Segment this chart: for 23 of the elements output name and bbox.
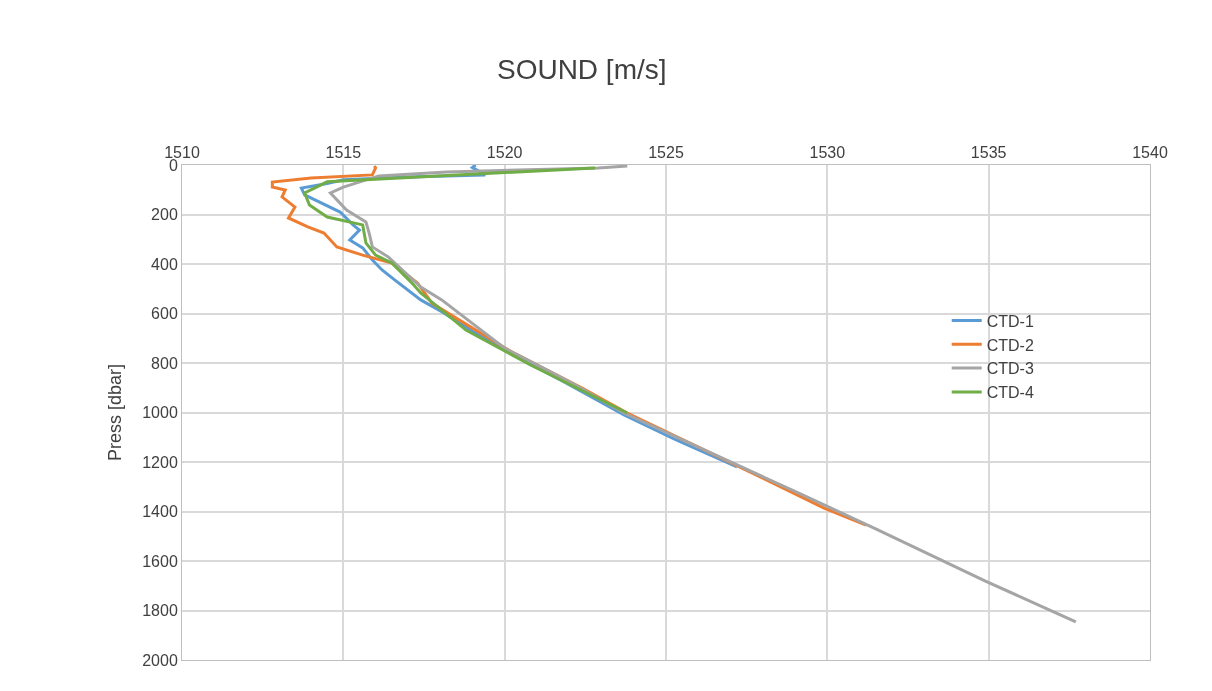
legend-label: CTD-2 <box>986 336 1034 354</box>
y-axis-title: Press [dbar] <box>105 363 126 462</box>
x-tick-label: 1520 <box>486 143 523 161</box>
line-series <box>303 166 629 415</box>
y-tick-label: 600 <box>151 305 178 323</box>
y-tick-label: 1000 <box>142 404 178 422</box>
y-tick-label: 400 <box>151 255 178 273</box>
x-tick-label: 1525 <box>648 143 684 161</box>
x-tick-label: 1540 <box>1132 143 1168 161</box>
y-tick-label: 1200 <box>142 453 178 471</box>
y-tick-label: 200 <box>151 206 178 224</box>
legend-label: CTD-1 <box>986 312 1034 330</box>
x-tick-label: 1515 <box>325 143 362 161</box>
x-tick-label: 1535 <box>970 143 1007 161</box>
chart-title: SOUND [m/s] <box>496 53 667 85</box>
y-tick-label: 1800 <box>142 602 178 620</box>
x-tick-label: 1530 <box>809 143 846 161</box>
y-tick-label: 2000 <box>142 651 178 669</box>
y-tick-label: 1600 <box>142 552 178 570</box>
legend-label: CTD-3 <box>986 360 1034 378</box>
legend-label: CTD-4 <box>986 384 1034 402</box>
y-tick-label: 800 <box>151 354 178 372</box>
y-tick-label: 1400 <box>142 503 178 521</box>
